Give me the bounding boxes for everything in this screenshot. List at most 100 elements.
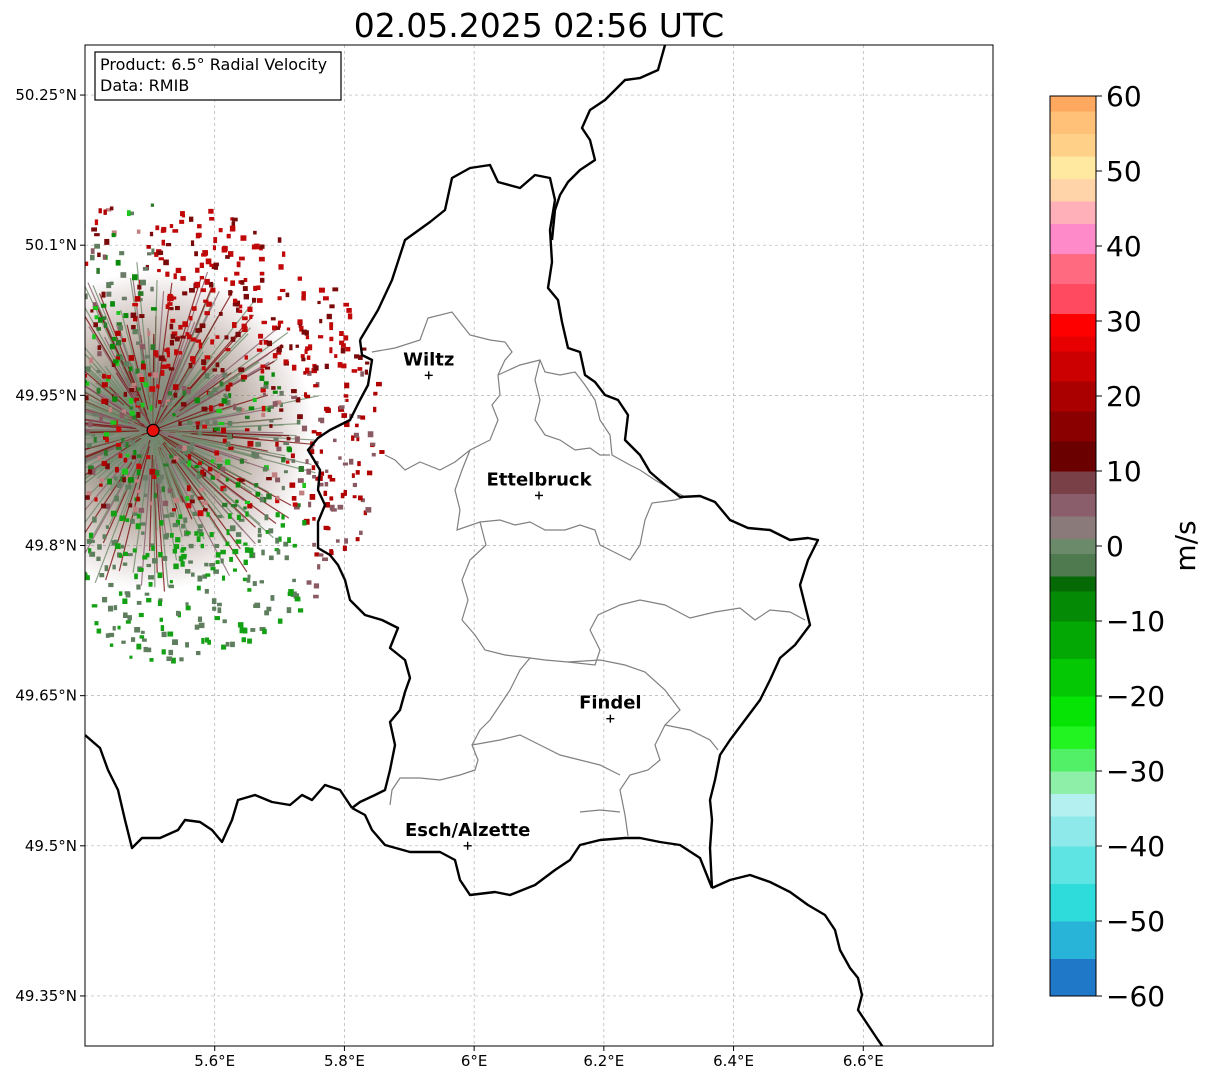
radar-pixel — [92, 302, 97, 308]
radar-pixel — [59, 352, 64, 356]
radar-streak — [85, 407, 129, 423]
radar-pixel — [279, 390, 284, 396]
radar-pixel — [252, 581, 257, 586]
radar-pixel — [96, 387, 101, 394]
colorbar-tick-label: 30 — [1106, 305, 1142, 338]
radar-pixel — [162, 555, 168, 561]
radar-pixel — [253, 453, 260, 459]
radar-pixel — [172, 548, 178, 554]
radar-pixel — [313, 594, 319, 599]
radar-pixel — [67, 290, 71, 295]
radar-pixel — [169, 306, 174, 311]
radar-pixel — [130, 211, 134, 216]
radar-pixel — [125, 453, 130, 458]
radar-pixel — [259, 271, 265, 276]
radar-pixel — [157, 572, 163, 579]
radar-pixel — [73, 614, 78, 619]
radar-pixel — [221, 575, 226, 581]
colorbar-segment — [1050, 96, 1096, 112]
radar-pixel — [199, 262, 204, 269]
x-tick-label: 5.8°E — [324, 1052, 365, 1070]
radar-streak — [174, 434, 312, 466]
radar-pixel — [136, 489, 141, 494]
radar-streak — [165, 436, 240, 478]
radar-pixel — [4, 508, 8, 512]
colorbar-segment — [1050, 553, 1096, 577]
radar-pixel — [101, 382, 108, 388]
radar-pixel — [228, 382, 233, 387]
radar-pixel — [223, 488, 227, 492]
radar-pixel — [204, 588, 209, 594]
radar-pixel — [215, 362, 220, 368]
radar-streak — [168, 291, 220, 398]
radar-pixel — [158, 257, 164, 261]
radar-pixel — [190, 446, 194, 451]
radar-pixel — [272, 401, 278, 407]
radar-pixel — [136, 229, 141, 234]
radar-pixel — [94, 243, 101, 249]
radar-pixel — [116, 482, 122, 488]
radar-pixel — [337, 362, 343, 368]
radar-pixel — [18, 563, 22, 569]
radar-pixel — [121, 409, 126, 414]
radar-pixel — [224, 335, 229, 340]
radar-streak — [154, 455, 163, 521]
radar-streak — [94, 458, 144, 584]
radar-pixel — [339, 331, 344, 336]
radar-pixel — [254, 602, 261, 609]
radar-pixel — [209, 532, 214, 538]
radar-pixel — [204, 278, 210, 285]
radar-pixel — [275, 498, 280, 504]
radar-pixel — [59, 350, 63, 354]
radar-pixel — [231, 221, 236, 227]
radar-pixel — [194, 624, 200, 630]
radar-pixel — [283, 541, 289, 547]
radar-pixel — [21, 414, 25, 418]
radar-pixel — [191, 306, 197, 311]
radar-pixel — [343, 302, 349, 307]
radar-pixel — [163, 259, 169, 266]
radar-pixel — [309, 494, 316, 500]
radar-pixel — [116, 446, 122, 450]
radar-pixel — [170, 334, 176, 339]
radar-pixel — [115, 259, 121, 266]
radar-pixel — [257, 533, 262, 538]
radar-pixel — [208, 391, 214, 397]
radar-streak — [171, 327, 251, 411]
radar-pixel — [235, 532, 242, 537]
colorbar-segment — [1050, 351, 1096, 382]
radar-pixel — [146, 597, 152, 603]
radar-pixel — [136, 469, 141, 476]
radar-pixel — [86, 443, 92, 448]
radar-pixel — [67, 421, 71, 426]
radar-pixel — [182, 291, 188, 296]
radar-pixel — [59, 581, 63, 587]
info-data-source: Data: RMIB — [100, 76, 189, 95]
radar-pixel — [64, 320, 69, 326]
radar-pixel — [195, 650, 201, 656]
radar-pixel — [175, 519, 181, 526]
radar-pixel — [254, 483, 259, 488]
radar-pixel — [228, 446, 234, 450]
radar-streak — [110, 443, 145, 492]
radar-pixel — [146, 252, 152, 256]
radar-pixel — [38, 627, 41, 632]
radar-pixel — [284, 555, 289, 561]
y-tick-label: 49.65°N — [15, 687, 77, 705]
radar-pixel — [157, 600, 163, 607]
radar-pixel — [174, 349, 178, 356]
radar-pixel — [189, 499, 195, 504]
radar-pixel — [361, 347, 367, 351]
radar-pixel — [116, 322, 122, 326]
y-tick-label: 50.25°N — [15, 86, 77, 104]
radar-pixel — [74, 261, 78, 266]
radar-pixel — [227, 513, 232, 519]
radar-pixel — [146, 455, 151, 460]
radar-pixel — [313, 365, 319, 371]
radar-pixel — [218, 311, 223, 316]
radar-pixel — [42, 411, 45, 415]
radar-pixel — [180, 211, 185, 217]
radar-pixel — [85, 457, 87, 464]
radar-pixel — [187, 494, 192, 500]
radar-pixel — [172, 413, 176, 417]
